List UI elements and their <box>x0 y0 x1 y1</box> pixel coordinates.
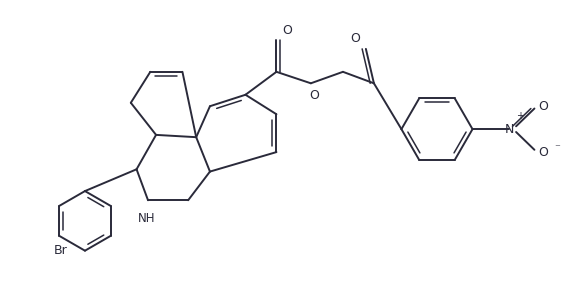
Text: O: O <box>282 24 292 37</box>
Text: ⁻: ⁻ <box>554 144 560 154</box>
Text: O: O <box>538 146 548 159</box>
Text: NH: NH <box>138 212 156 225</box>
Text: O: O <box>309 89 319 102</box>
Text: +: + <box>516 111 524 121</box>
Text: O: O <box>538 100 548 113</box>
Text: Br: Br <box>54 244 68 257</box>
Text: N: N <box>504 123 514 136</box>
Text: O: O <box>350 32 360 45</box>
